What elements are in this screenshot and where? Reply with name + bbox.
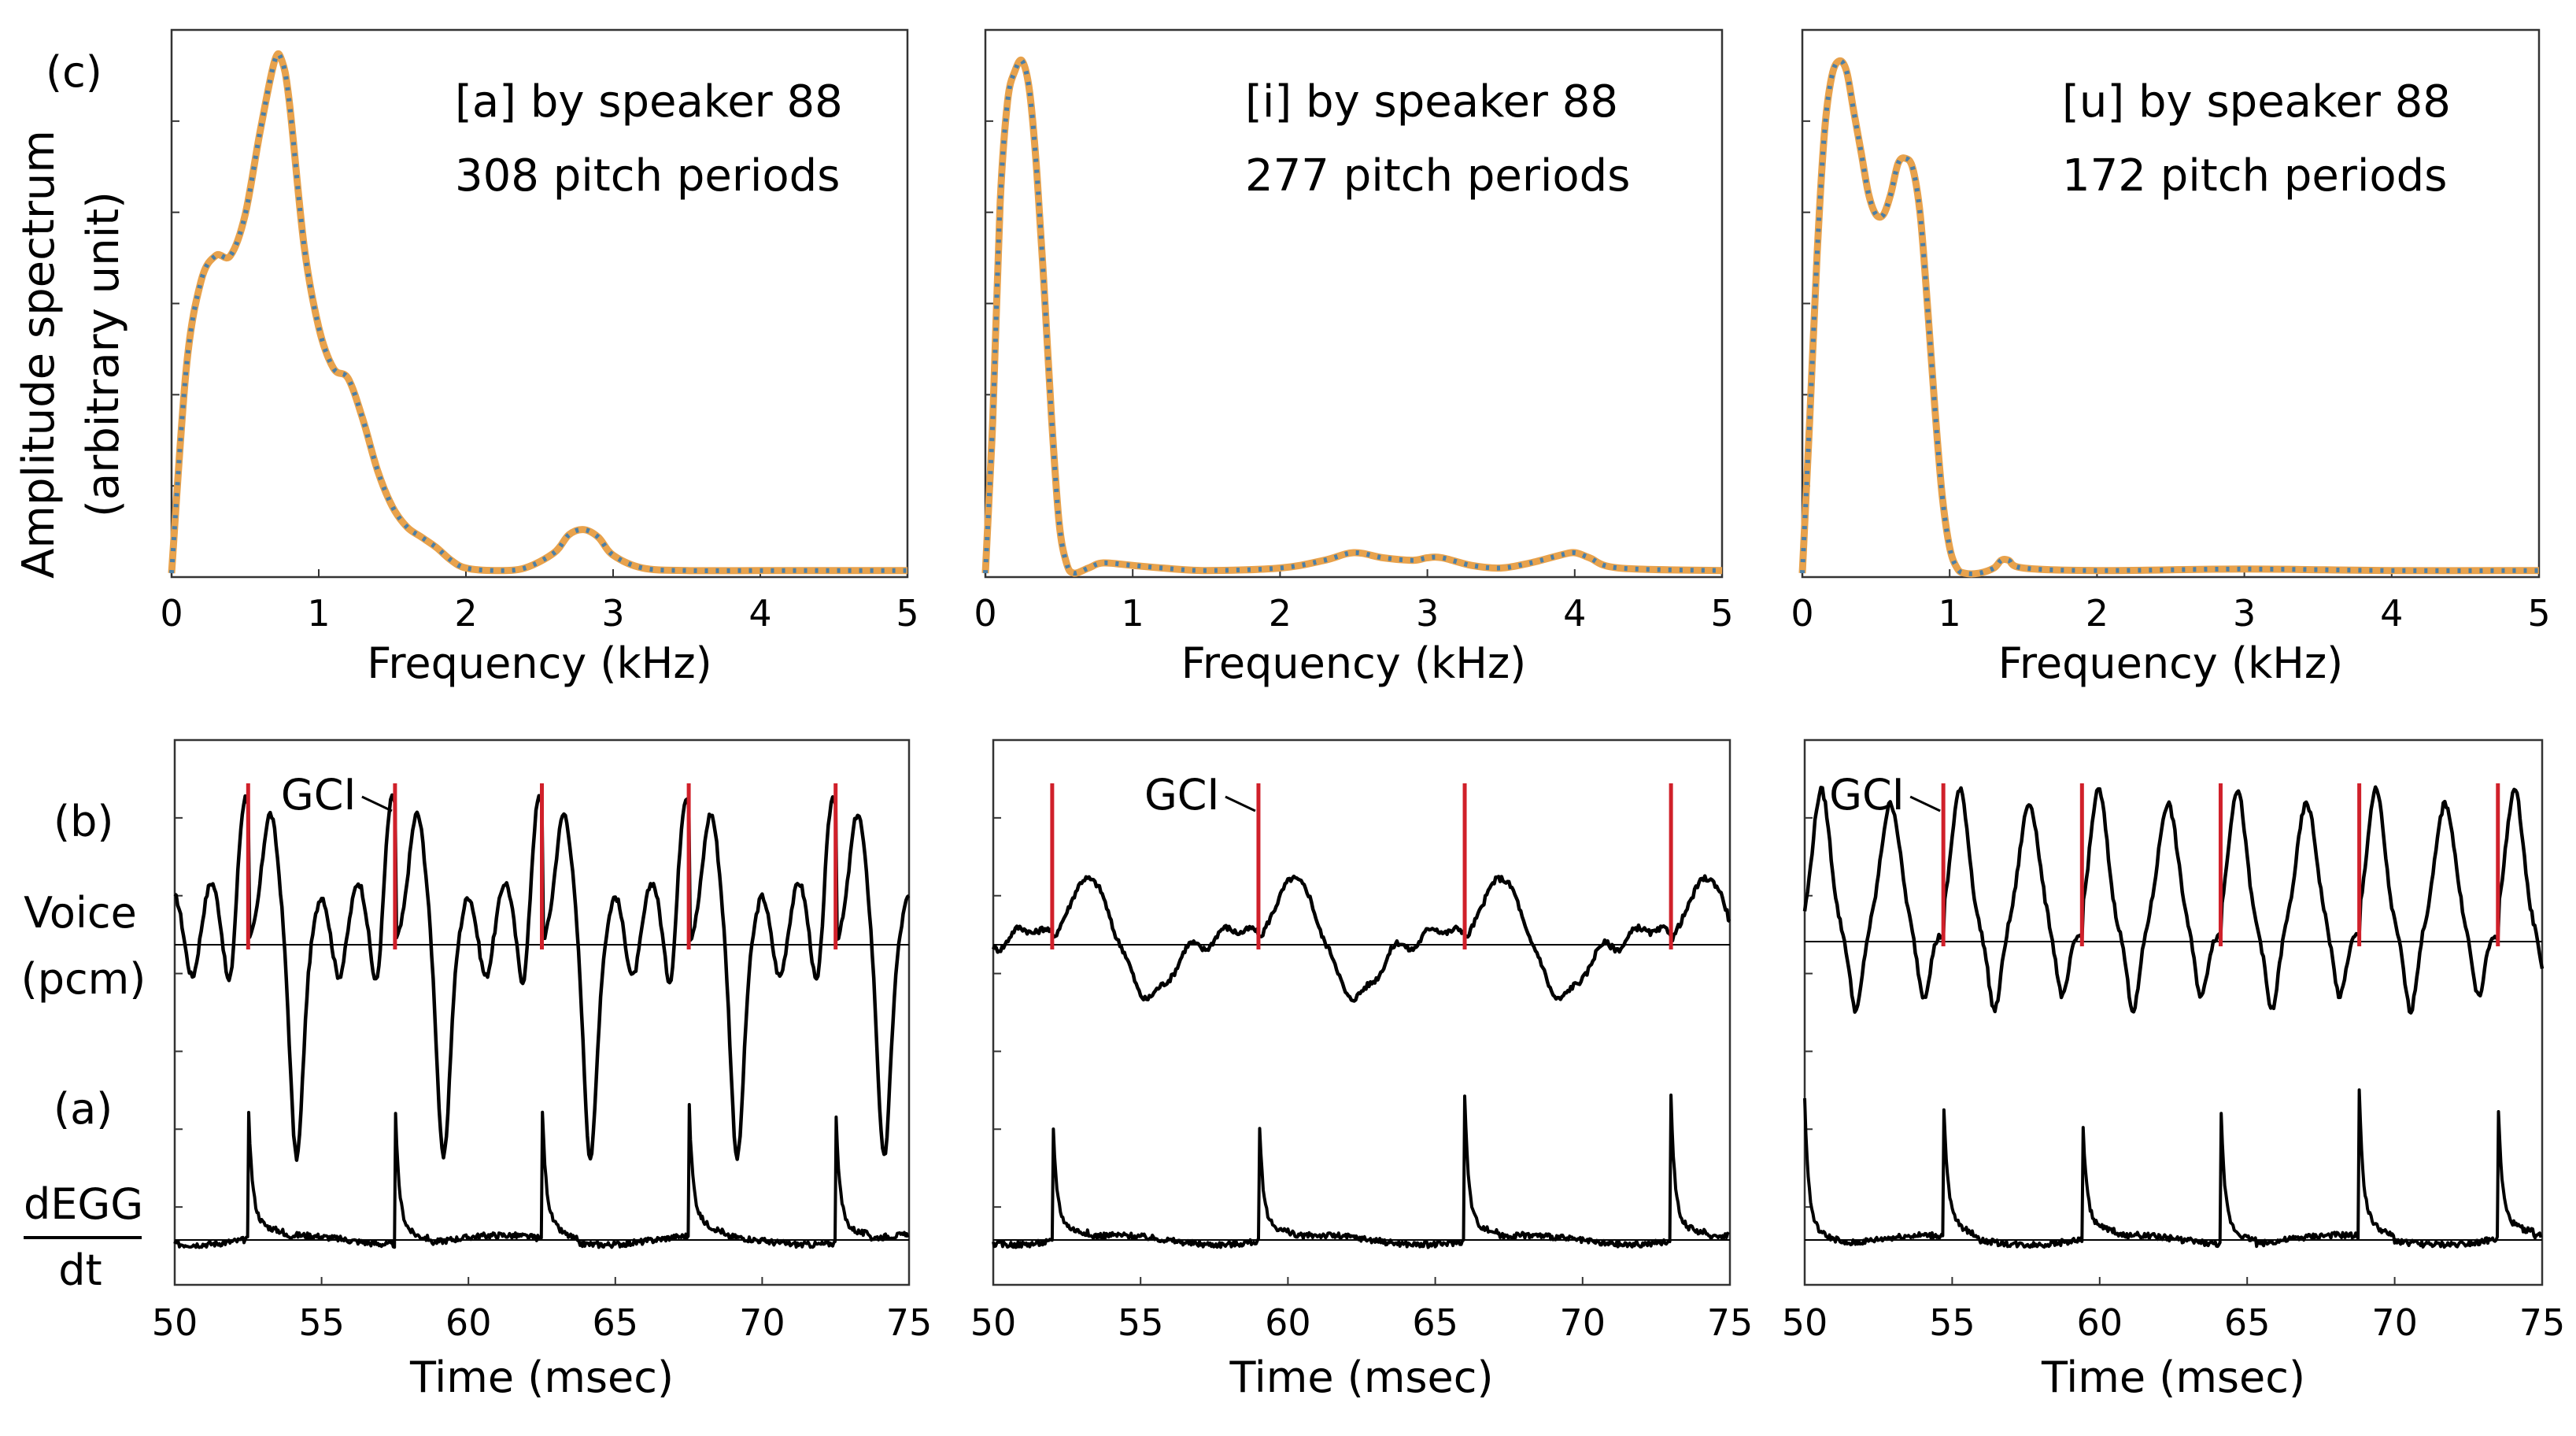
x-tick-label: 0 bbox=[974, 592, 996, 635]
degg-trace bbox=[1803, 1088, 2543, 1249]
x-tick-label: 2 bbox=[2086, 592, 2108, 635]
plot-frame bbox=[173, 738, 911, 1286]
fit-line bbox=[981, 56, 1723, 577]
x-tick-label: 0 bbox=[160, 592, 183, 635]
annotation-title: [i] by speaker 88 bbox=[1245, 76, 1618, 128]
panel-label-c: (c) bbox=[46, 47, 102, 97]
x-tick-label: 70 bbox=[739, 1301, 785, 1344]
spectrum-ylabel-line2: (arbitrary unit) bbox=[78, 191, 129, 517]
x-tick-label: 70 bbox=[2371, 1301, 2418, 1344]
x-tick-label: 75 bbox=[886, 1301, 933, 1344]
plot-frame bbox=[992, 738, 1732, 1286]
gci-label: GCI bbox=[1829, 770, 1904, 820]
x-tick-label: 65 bbox=[593, 1301, 639, 1344]
x-axis-label: Time (msec) bbox=[409, 1353, 674, 1402]
x-tick-label: 2 bbox=[454, 592, 477, 635]
panel-label-a: (a) bbox=[54, 1084, 113, 1134]
annotation-periods: 172 pitch periods bbox=[2062, 150, 2447, 202]
x-axis-label: Frequency (kHz) bbox=[1998, 638, 2344, 688]
x-tick-label: 5 bbox=[1710, 592, 1733, 635]
degg-trace bbox=[992, 1094, 1730, 1249]
annotation-periods: 277 pitch periods bbox=[1245, 150, 1630, 202]
x-axis-label: Frequency (kHz) bbox=[1181, 638, 1527, 688]
x-tick-label: 4 bbox=[2380, 592, 2403, 635]
x-tick-label: 50 bbox=[1782, 1301, 1828, 1344]
x-tick-label: 4 bbox=[748, 592, 771, 635]
spectrum-chart-spec-u: 0 1 2 3 4 5 Frequency (kHz) [u] by speaker 88 17… bbox=[1791, 28, 2551, 688]
gci-label: GCI bbox=[1144, 770, 1219, 820]
x-tick-label: 0 bbox=[1791, 592, 1813, 635]
x-tick-label: 3 bbox=[601, 592, 624, 635]
spectrum-chart-spec-a: 0 1 2 3 4 5 Frequency (kHz) [a] by speaker 88 30… bbox=[160, 28, 919, 688]
gci-leader-line bbox=[1225, 795, 1256, 812]
panel-label-b: (b) bbox=[54, 797, 113, 846]
annotation-title: [u] by speaker 88 bbox=[2062, 76, 2451, 128]
x-tick-label: 2 bbox=[1269, 592, 1292, 635]
fit-line bbox=[1798, 57, 2540, 578]
data-line bbox=[983, 57, 1723, 576]
waveform-chart-wave-a: 50 55 60 65 70 75 Time (msec) GCI bbox=[152, 738, 933, 1402]
voice-trace bbox=[1802, 785, 2545, 1015]
x-axis-label: Time (msec) bbox=[1229, 1353, 1493, 1402]
x-tick-label: 3 bbox=[2233, 592, 2256, 635]
plot-frame bbox=[1803, 738, 2544, 1286]
x-tick-label: 1 bbox=[1938, 592, 1961, 635]
x-tick-label: 70 bbox=[1560, 1301, 1606, 1344]
data-line bbox=[169, 51, 907, 574]
x-tick-label: 5 bbox=[2527, 592, 2550, 635]
degg-ylabel-num: dEGG bbox=[24, 1179, 143, 1229]
x-tick-label: 60 bbox=[2077, 1301, 2123, 1344]
voice-ylabel: Voice bbox=[24, 888, 137, 938]
fit-line bbox=[168, 50, 907, 575]
spectrum-ylabel-line1: Amplitude spectrum bbox=[13, 130, 65, 579]
x-tick-label: 55 bbox=[298, 1301, 345, 1344]
degg-trace bbox=[173, 1103, 910, 1249]
annotation-periods: 308 pitch periods bbox=[455, 150, 840, 202]
x-tick-label: 1 bbox=[1122, 592, 1144, 635]
x-tick-label: 5 bbox=[896, 592, 918, 635]
waveform-chart-wave-u: 50 55 60 65 70 75 Time (msec) GCI bbox=[1782, 738, 2566, 1402]
spectrum-chart-spec-i: 0 1 2 3 4 5 Frequency (kHz) [i] by speaker 88 27… bbox=[974, 28, 1734, 688]
gci-leader-line bbox=[361, 795, 393, 812]
x-tick-label: 65 bbox=[2224, 1301, 2271, 1344]
x-tick-label: 60 bbox=[445, 1301, 492, 1344]
data-line bbox=[1800, 58, 2540, 576]
waveform-chart-wave-i: 50 55 60 65 70 75 Time (msec) GCI bbox=[970, 738, 1754, 1402]
x-tick-label: 50 bbox=[152, 1301, 198, 1344]
voice-ylabel-unit: (pcm) bbox=[21, 954, 146, 1004]
x-tick-label: 1 bbox=[307, 592, 330, 635]
x-axis-label: Time (msec) bbox=[2041, 1353, 2305, 1402]
gci-leader-line bbox=[1909, 795, 1941, 812]
x-axis-label: Frequency (kHz) bbox=[367, 638, 712, 688]
x-tick-label: 50 bbox=[970, 1301, 1017, 1344]
x-tick-label: 55 bbox=[1929, 1301, 1975, 1344]
x-tick-label: 65 bbox=[1412, 1301, 1458, 1344]
gci-label: GCI bbox=[281, 770, 356, 820]
x-tick-label: 4 bbox=[1563, 592, 1586, 635]
degg-ylabel-den: dt bbox=[58, 1245, 102, 1295]
x-tick-label: 55 bbox=[1118, 1301, 1164, 1344]
annotation-title: [a] by speaker 88 bbox=[455, 76, 843, 128]
x-tick-label: 60 bbox=[1265, 1301, 1311, 1344]
x-tick-label: 75 bbox=[2519, 1301, 2566, 1344]
x-tick-label: 75 bbox=[1707, 1301, 1754, 1344]
x-tick-label: 3 bbox=[1416, 592, 1439, 635]
voice-trace bbox=[991, 874, 1732, 1003]
